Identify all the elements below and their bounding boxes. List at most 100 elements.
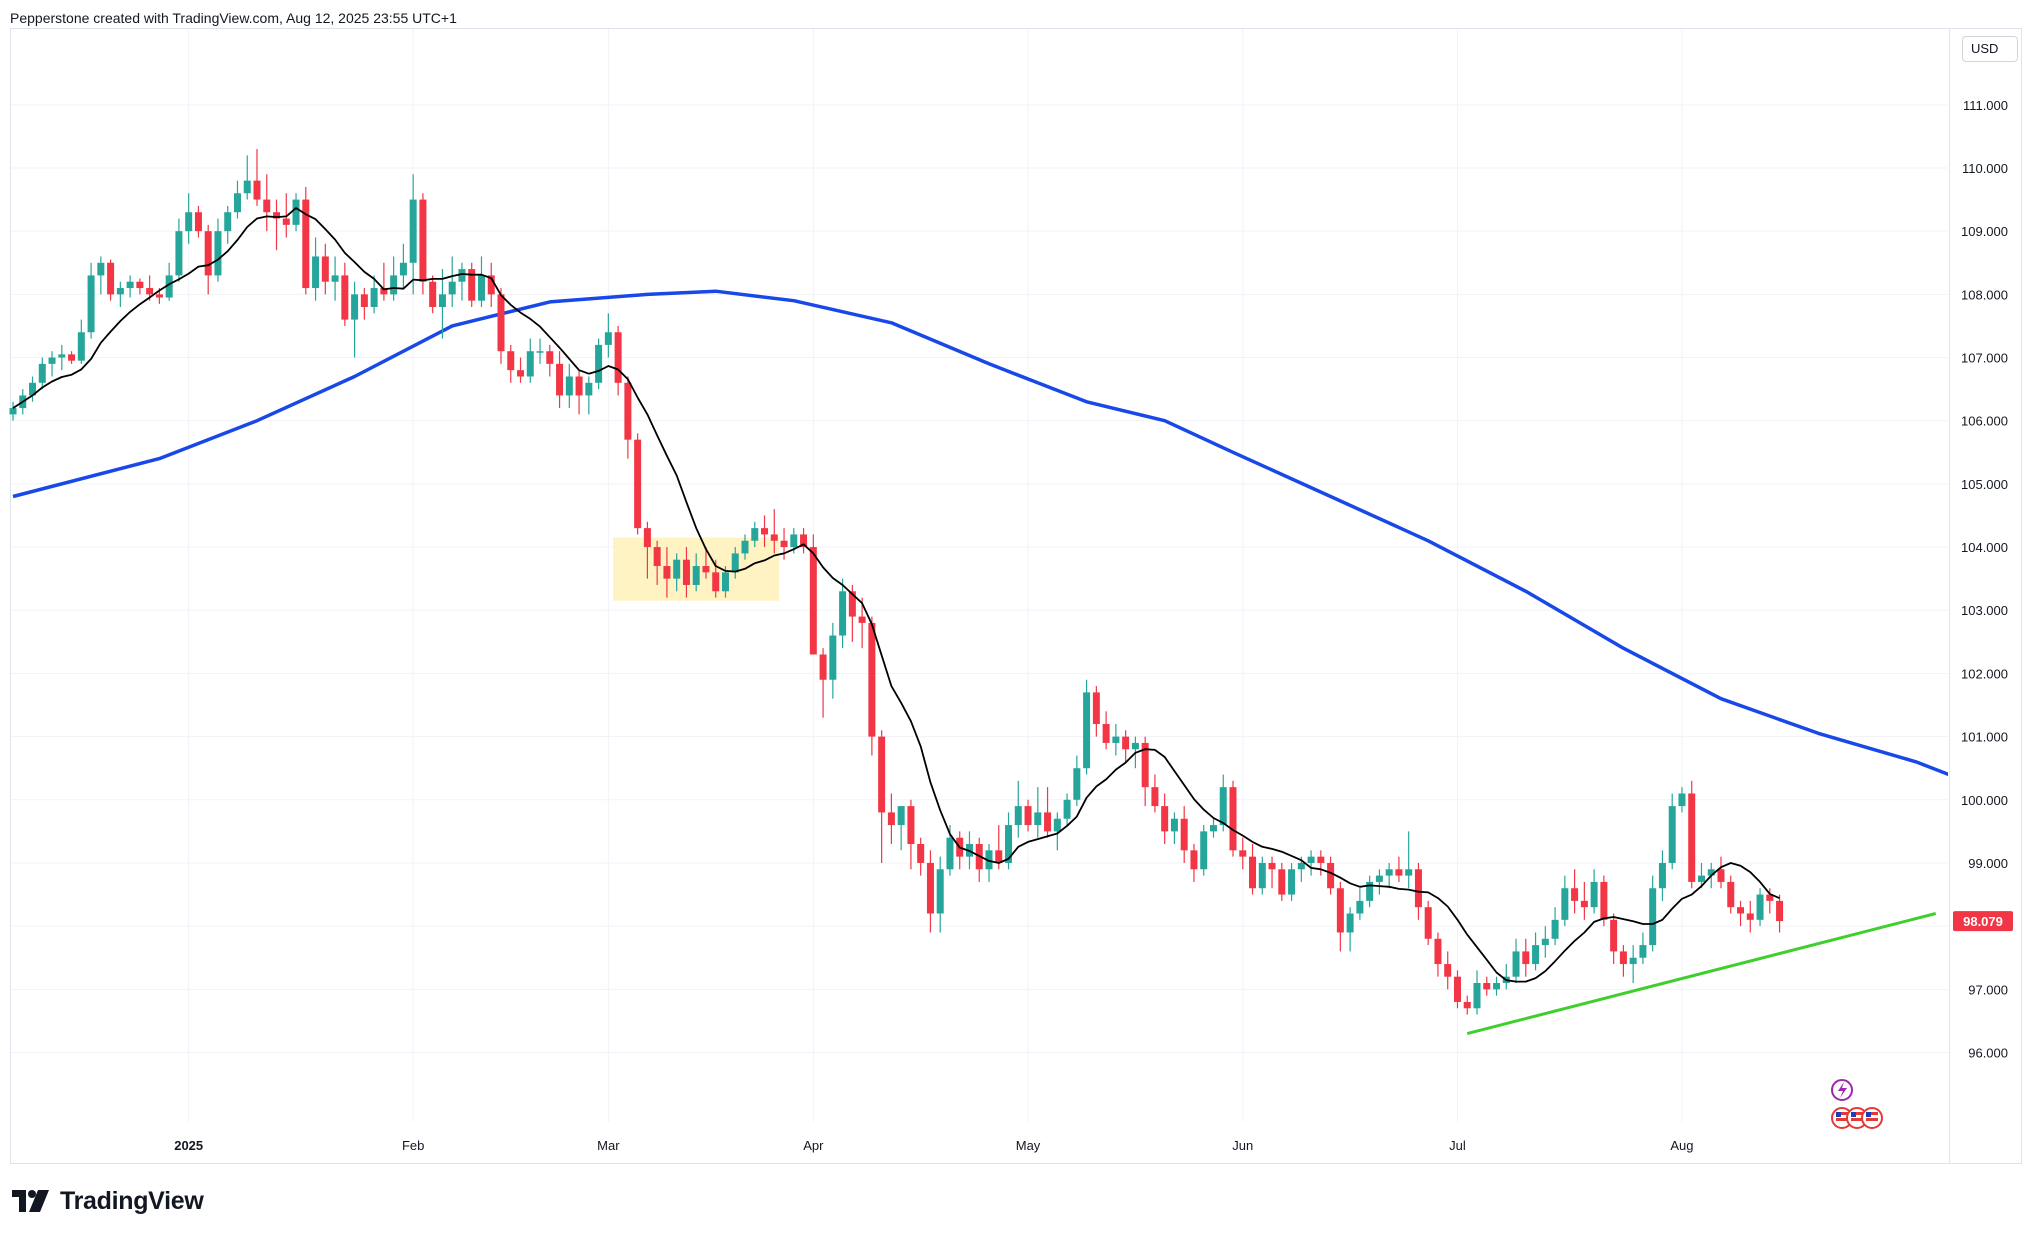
candle-body [292, 199, 300, 225]
candle-body [712, 572, 720, 592]
candle-body [731, 553, 739, 573]
candle-body [1551, 919, 1559, 939]
candle-body [1561, 888, 1569, 920]
candle-body [136, 281, 144, 289]
currency-button[interactable]: USD [1962, 36, 2018, 62]
candle-body [868, 622, 876, 737]
candle-body [946, 837, 954, 870]
candle-body [585, 382, 593, 396]
candle-body [1414, 869, 1422, 908]
candle-body [673, 559, 681, 579]
candle-body [233, 193, 241, 213]
candle-body [1463, 1001, 1471, 1009]
candle-body [1161, 806, 1169, 832]
price-tick-label: 111.000 [1963, 98, 2008, 113]
candle-body [858, 616, 866, 623]
candle-body [751, 528, 759, 541]
candle-body [302, 199, 310, 289]
candle-body [360, 294, 368, 307]
candle-body [1141, 742, 1149, 788]
candle-body [1580, 900, 1588, 908]
tradingview-logo[interactable]: TradingView [12, 1186, 204, 1216]
candle-body [38, 363, 46, 383]
candle-body [1346, 913, 1354, 933]
support-trendline[interactable] [1466, 912, 1937, 1036]
candle-body [839, 591, 847, 636]
candle-body [1102, 723, 1110, 743]
date-tick-label: Jun [1232, 1138, 1253, 1153]
candle-body [1776, 900, 1784, 922]
candle-body [1619, 951, 1627, 965]
candle-body [575, 376, 583, 396]
candle-body [87, 275, 95, 333]
candle-body [721, 572, 729, 592]
candle-body [399, 262, 407, 276]
price-tick-label: 103.000 [1961, 603, 2008, 618]
date-tick-label: Mar [597, 1138, 620, 1153]
candle-body [790, 534, 798, 548]
price-axis[interactable] [1950, 28, 2022, 1164]
candle-body [1327, 862, 1335, 889]
candle-body [370, 288, 378, 307]
candle-body [68, 354, 76, 361]
price-tick-label: 104.000 [1961, 540, 2008, 555]
candle-body [643, 528, 651, 548]
candle-body [985, 850, 993, 870]
candle-body [1063, 799, 1071, 819]
candle-body [800, 534, 808, 548]
candle-body [1385, 869, 1393, 876]
candle-body [1688, 793, 1696, 882]
candle-body [1571, 888, 1579, 901]
candle-body [331, 275, 339, 282]
candle-body [155, 294, 163, 298]
candle-body [1658, 862, 1666, 889]
candle-body [312, 256, 320, 289]
candle-body [1073, 768, 1081, 800]
candle-body [458, 269, 466, 282]
candle-body [282, 218, 290, 225]
candle-body [214, 231, 222, 276]
candle-body [1180, 818, 1188, 851]
date-tick-label: Aug [1670, 1138, 1693, 1153]
candle-body [1697, 875, 1705, 882]
candle-body [380, 288, 388, 295]
candle-body [556, 363, 564, 396]
date-tick-label: Jul [1449, 1138, 1466, 1153]
candle-body [507, 351, 515, 371]
date-tick-label: 2025 [174, 1138, 203, 1153]
candle-body [107, 262, 115, 295]
flag-stripe-icon [1851, 1118, 1863, 1121]
candle-body [243, 180, 251, 194]
candle-body [253, 180, 261, 200]
candle-body [761, 528, 769, 535]
candle-body [546, 351, 554, 364]
candle-body [429, 281, 437, 307]
candle-body [595, 344, 603, 383]
candle-body [682, 559, 690, 585]
candle-body [194, 212, 202, 232]
candle-body [185, 212, 193, 232]
candle-body [848, 591, 856, 617]
price-tick-label: 101.000 [1961, 730, 2008, 745]
candle-body [351, 294, 359, 320]
moving-average-slow-line [12, 289, 1948, 777]
candle-body [1005, 825, 1013, 863]
candle-body [1453, 976, 1461, 1002]
candle-body [1707, 869, 1715, 876]
candle-body [926, 862, 934, 914]
lightning-bolt-icon [1838, 1082, 1847, 1098]
candle-body [487, 275, 495, 295]
candle-body [448, 281, 456, 295]
candle-body [1209, 825, 1217, 832]
candle-body [409, 199, 417, 263]
candle-body [273, 212, 281, 219]
candle-body [917, 844, 925, 863]
candle-body [48, 357, 56, 364]
flag-stripe-icon [1866, 1112, 1878, 1115]
candle-body [1493, 983, 1501, 990]
candle-body [1249, 856, 1257, 889]
chart-pane[interactable] [10, 28, 1950, 1164]
flag-canton-icon [1851, 1112, 1856, 1117]
price-tick-label: 99.000 [1968, 856, 2008, 871]
